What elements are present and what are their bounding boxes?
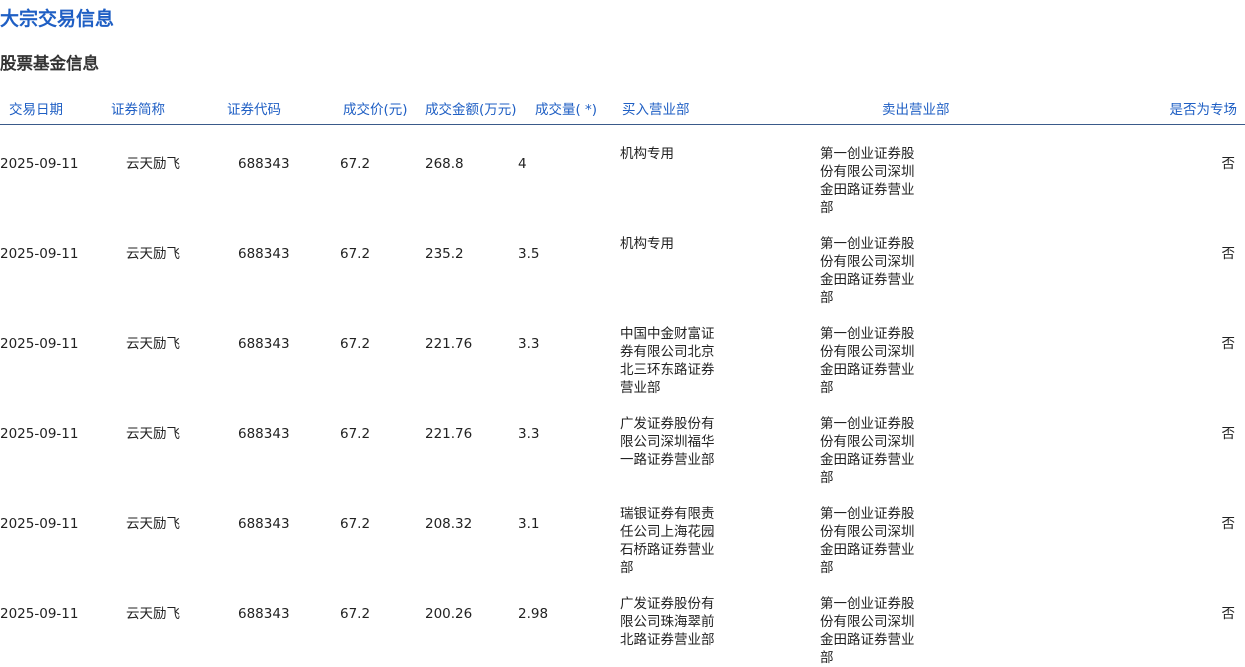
cell-date: 2025-09-11 [0, 156, 79, 172]
cell-special: 否 [1221, 606, 1236, 622]
cell-date: 2025-09-11 [0, 516, 79, 532]
cell-amount: 221.76 [425, 336, 473, 352]
cell-date: 2025-09-11 [0, 606, 79, 622]
cell-seller: 第一创业证券股份有限公司深圳金田路证券营业部 [820, 596, 915, 666]
cell-volume: 4 [518, 156, 527, 172]
cell-code: 688343 [238, 156, 290, 172]
header-amount[interactable]: 成交金额(万元) [425, 102, 517, 118]
cell-name: 云天励飞 [126, 516, 180, 532]
cell-volume: 3.1 [518, 516, 540, 532]
table-row: 2025-09-11 云天励飞 688343 67.2 268.8 4 机构专用 第一创业证券… [0, 125, 1245, 216]
cell-special: 否 [1221, 156, 1236, 172]
table-row: 2025-09-11 云天励飞 688343 67.2 235.2 3.5 机构专用 第一创业… [0, 215, 1245, 306]
table-row: 2025-09-11 云天励飞 688343 67.2 221.76 3.3 中国中金财富证… [0, 305, 1245, 396]
cell-date: 2025-09-11 [0, 426, 79, 442]
page-title: 大宗交易信息 [0, 8, 115, 30]
table-header: 交易日期 证券简称 证券代码 成交价(元) 成交金额(万元) 成交量( *) 买… [0, 96, 1245, 125]
cell-buyer: 机构专用 [620, 146, 674, 162]
cell-price: 67.2 [340, 246, 371, 262]
table-row: 2025-09-11 云天励飞 688343 67.2 200.26 2.98 广发证券股份… [0, 575, 1245, 666]
cell-amount: 200.26 [425, 606, 473, 622]
cell-date: 2025-09-11 [0, 336, 79, 352]
cell-price: 67.2 [340, 336, 371, 352]
cell-buyer: 瑞银证券有限责任公司上海花园石桥路证券营业部 [620, 506, 715, 576]
header-volume[interactable]: 成交量( *) [535, 102, 598, 118]
cell-name: 云天励飞 [126, 246, 180, 262]
cell-buyer: 机构专用 [620, 236, 674, 252]
header-date[interactable]: 交易日期 [9, 102, 63, 118]
cell-amount: 268.8 [425, 156, 464, 172]
section-title: 股票基金信息 [0, 54, 99, 73]
cell-seller: 第一创业证券股份有限公司深圳金田路证券营业部 [820, 416, 915, 486]
cell-special: 否 [1221, 426, 1236, 442]
cell-amount: 221.76 [425, 426, 473, 442]
cell-price: 67.2 [340, 426, 371, 442]
table-row: 2025-09-11 云天励飞 688343 67.2 208.32 3.1 瑞银证券有限责… [0, 485, 1245, 576]
cell-name: 云天励飞 [126, 156, 180, 172]
table-row: 2025-09-11 云天励飞 688343 67.2 221.76 3.3 广发证券股份有… [0, 395, 1245, 486]
cell-volume: 3.3 [518, 426, 540, 442]
cell-volume: 3.5 [518, 246, 540, 262]
cell-volume: 2.98 [518, 606, 549, 622]
header-price[interactable]: 成交价(元) [343, 102, 408, 118]
cell-code: 688343 [238, 426, 290, 442]
cell-code: 688343 [238, 336, 290, 352]
cell-price: 67.2 [340, 606, 371, 622]
cell-special: 否 [1221, 336, 1236, 352]
cell-name: 云天励飞 [126, 426, 180, 442]
cell-code: 688343 [238, 516, 290, 532]
cell-name: 云天励飞 [126, 606, 180, 622]
cell-seller: 第一创业证券股份有限公司深圳金田路证券营业部 [820, 326, 915, 396]
header-seller[interactable]: 卖出营业部 [882, 102, 950, 118]
cell-buyer: 中国中金财富证券有限公司北京北三环东路证券营业部 [620, 326, 715, 396]
cell-seller: 第一创业证券股份有限公司深圳金田路证券营业部 [820, 146, 915, 216]
cell-date: 2025-09-11 [0, 246, 79, 262]
cell-buyer: 广发证券股份有限公司深圳福华一路证券营业部 [620, 416, 715, 468]
cell-seller: 第一创业证券股份有限公司深圳金田路证券营业部 [820, 506, 915, 576]
header-code[interactable]: 证券代码 [227, 102, 281, 118]
header-buyer[interactable]: 买入营业部 [622, 102, 690, 118]
cell-amount: 235.2 [425, 246, 464, 262]
header-special[interactable]: 是否为专场 [1169, 102, 1238, 118]
cell-price: 67.2 [340, 516, 371, 532]
header-name[interactable]: 证券简称 [111, 102, 165, 118]
cell-seller: 第一创业证券股份有限公司深圳金田路证券营业部 [820, 236, 915, 306]
cell-volume: 3.3 [518, 336, 540, 352]
cell-code: 688343 [238, 246, 290, 262]
cell-amount: 208.32 [425, 516, 473, 532]
cell-price: 67.2 [340, 156, 371, 172]
cell-name: 云天励飞 [126, 336, 180, 352]
cell-special: 否 [1221, 516, 1236, 532]
cell-code: 688343 [238, 606, 290, 622]
cell-buyer: 广发证券股份有限公司珠海翠前北路证券营业部 [620, 596, 715, 648]
cell-special: 否 [1221, 246, 1236, 262]
